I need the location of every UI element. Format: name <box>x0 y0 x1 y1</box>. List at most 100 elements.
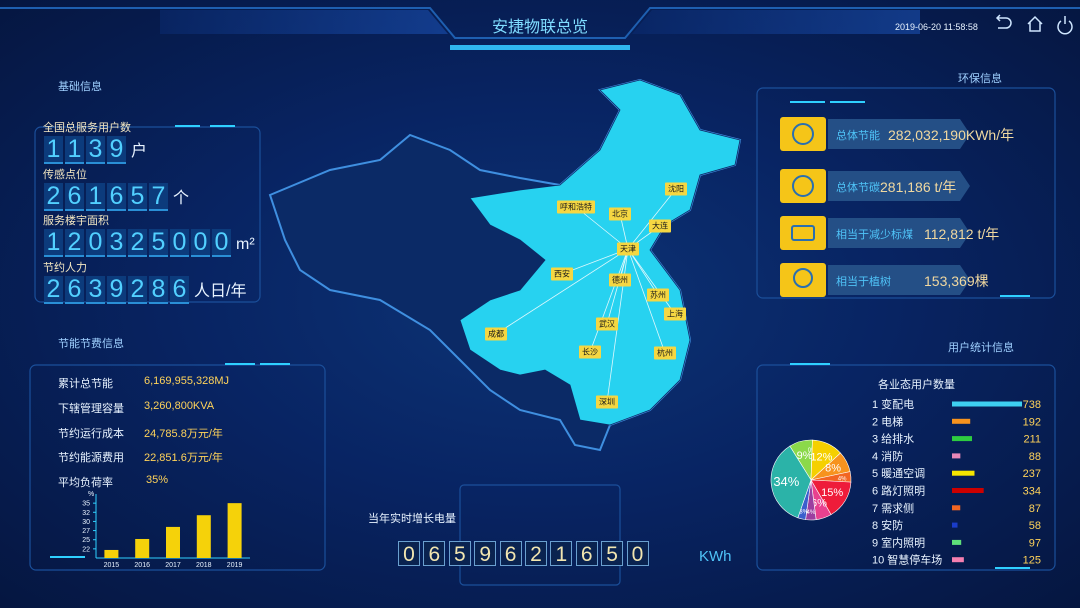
city-label: 长沙 <box>579 345 601 359</box>
datetime: 2019-06-20 11:58:58 <box>895 22 978 32</box>
category-label: 8 安防 <box>872 518 903 532</box>
value-label: 97 <box>1029 537 1041 549</box>
digit: 0 <box>212 229 231 257</box>
digit: 3 <box>86 276 105 304</box>
info-row: 2 6 3 9 2 8 6 人日/年 <box>44 276 246 304</box>
route-line <box>627 188 677 250</box>
digit: 1 <box>44 136 63 164</box>
energy-label: 平均负荷率 <box>58 477 113 490</box>
digit: 6 <box>499 541 522 566</box>
route-line <box>589 248 629 353</box>
y-tick-label: 32 <box>82 510 90 517</box>
bar <box>166 526 180 558</box>
bar <box>952 488 984 493</box>
digit: 3 <box>107 229 126 257</box>
x-tick-label: 2015 <box>104 562 120 569</box>
city-label: 成都 <box>485 327 507 341</box>
x-tick-label: 2016 <box>134 562 150 569</box>
category-label: 4 消防 <box>872 449 903 463</box>
map-routes <box>495 188 677 403</box>
bar <box>135 538 150 558</box>
env-label: 总体节碳 <box>836 182 880 194</box>
category-label: 7 需求侧 <box>872 502 914 515</box>
city-label: 杭州 <box>654 346 676 360</box>
value-label: 125 <box>1023 555 1041 567</box>
digit: 1 <box>86 183 105 211</box>
value-label: 192 <box>1023 416 1041 428</box>
energy-value: 3,260,800KVA <box>144 399 215 412</box>
digit: 6 <box>65 183 84 211</box>
y-axis-label: % <box>88 491 94 498</box>
city-label: 北京 <box>609 207 631 221</box>
slice-label: 4% <box>807 510 816 516</box>
section-title: 用户统计信息 <box>948 342 1014 354</box>
digit: 6 <box>423 541 446 566</box>
slice-label: 4% <box>838 477 847 483</box>
slice-label: 9% <box>797 450 813 462</box>
env-label: 相当于植树 <box>836 276 891 288</box>
value-label: 58 <box>1029 520 1041 532</box>
slice-label: 3% <box>799 509 808 515</box>
slice-label: 15% <box>821 487 843 499</box>
bar <box>104 549 119 558</box>
info-label: 传感点位 <box>43 169 87 181</box>
header-left <box>160 10 448 34</box>
map-region <box>459 79 741 426</box>
digit: 2 <box>524 541 547 566</box>
bar <box>952 453 961 459</box>
route-line <box>495 248 629 335</box>
bar <box>952 505 961 511</box>
panel-frames <box>29 87 1056 586</box>
y-tick-label: 25 <box>82 537 90 544</box>
bar <box>952 470 975 476</box>
counter-unit: KWh <box>699 548 732 565</box>
slice-label: 6% <box>811 497 827 509</box>
info-unit: m² <box>236 236 255 253</box>
category-label: 1 变配电 <box>872 397 914 411</box>
digit: 0 <box>626 541 649 566</box>
info-label: 全国总服务用户数 <box>43 122 131 134</box>
digit: 5 <box>448 541 471 566</box>
bar <box>952 539 962 545</box>
digit: 5 <box>601 541 624 566</box>
energy-label: 下辖管理容量 <box>58 402 124 415</box>
city-label: 呼和浩特 <box>557 200 595 214</box>
frame-accents <box>50 101 1030 569</box>
route-line <box>575 206 629 250</box>
digit: 6 <box>65 276 84 304</box>
y-tick-label: 30 <box>82 519 90 526</box>
digit: 2 <box>65 229 84 257</box>
energy-label: 节约能源费用 <box>58 452 124 465</box>
bar <box>952 557 964 563</box>
section-title: 节能节费信息 <box>58 338 124 350</box>
info-unit: 个 <box>173 190 190 207</box>
digit: 6 <box>107 183 126 211</box>
digit: 6 <box>170 276 189 304</box>
category-label: 10 智慧停车场 <box>872 553 942 567</box>
bar <box>196 515 211 558</box>
digit: 9 <box>107 276 126 304</box>
value-label: 211 <box>1023 434 1041 446</box>
route-line <box>627 248 676 315</box>
bar <box>952 418 971 424</box>
x-tick-label: 2017 <box>165 562 181 569</box>
route-line <box>606 248 629 325</box>
city-label: 武汉 <box>596 317 618 331</box>
energy-label: 节约运行成本 <box>58 427 124 440</box>
y-tick-label: 22 <box>82 546 90 553</box>
info-unit: 人日/年 <box>194 283 247 300</box>
city-label: 深圳 <box>596 395 618 409</box>
slice-label: 12% <box>810 451 832 463</box>
info-label: 服务楼宇面积 <box>43 215 109 227</box>
header-bar <box>0 7 1080 39</box>
value-label: 334 <box>1023 486 1041 498</box>
category-label: 5 暖通空调 <box>872 466 925 480</box>
energy-label: 累计总节能 <box>58 378 113 390</box>
counter-label: 当年实时增长电量 <box>368 513 456 525</box>
digit: 2 <box>44 276 63 304</box>
